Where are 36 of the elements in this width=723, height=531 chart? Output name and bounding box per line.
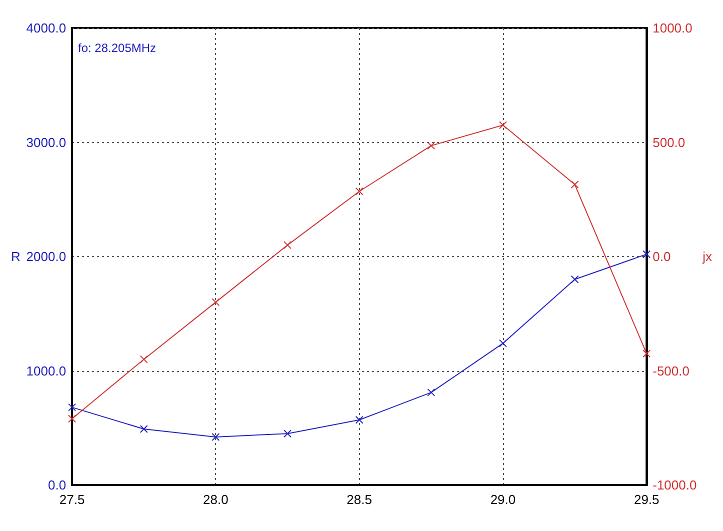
point xyxy=(570,180,579,189)
point xyxy=(498,121,507,130)
y2-tick-label: -500.0 xyxy=(652,363,690,378)
y2-tick-label: -1000.0 xyxy=(652,478,697,492)
y-tick-label: 0.0 xyxy=(48,478,66,492)
y-tick-label: 2000.0 xyxy=(26,249,66,264)
point xyxy=(642,250,651,258)
y2-tick-label: 1000.0 xyxy=(652,20,692,36)
point xyxy=(427,388,436,396)
point xyxy=(284,241,292,250)
y-tick-label: 3000.0 xyxy=(26,134,66,150)
point xyxy=(212,433,220,442)
y2-tick-label: 500.0 xyxy=(652,134,686,150)
x-tick-label: 27.5 xyxy=(59,492,85,507)
point xyxy=(68,414,76,423)
point xyxy=(140,425,148,434)
point xyxy=(284,430,292,438)
point xyxy=(140,355,148,364)
point xyxy=(498,339,507,348)
y-tick-label: 4000.0 xyxy=(26,20,66,36)
point xyxy=(68,403,76,412)
x-tick-label: 29.5 xyxy=(634,492,660,507)
x-tick-label: 28.0 xyxy=(203,492,228,507)
y2-tick-label: 0.0 xyxy=(652,249,671,264)
x-tick-label: 28.5 xyxy=(346,492,372,507)
point xyxy=(355,416,364,424)
y-tick-label: 1000.0 xyxy=(26,363,66,378)
annotation: fo: 28.205MHz xyxy=(78,41,156,55)
point xyxy=(570,275,579,284)
point xyxy=(212,298,220,306)
point xyxy=(642,350,651,358)
point xyxy=(427,142,436,150)
y-axis-title: R xyxy=(11,249,20,264)
y2-axis-title: jx xyxy=(702,249,712,264)
point xyxy=(355,187,364,196)
x-tick-label: 29.0 xyxy=(490,492,516,507)
